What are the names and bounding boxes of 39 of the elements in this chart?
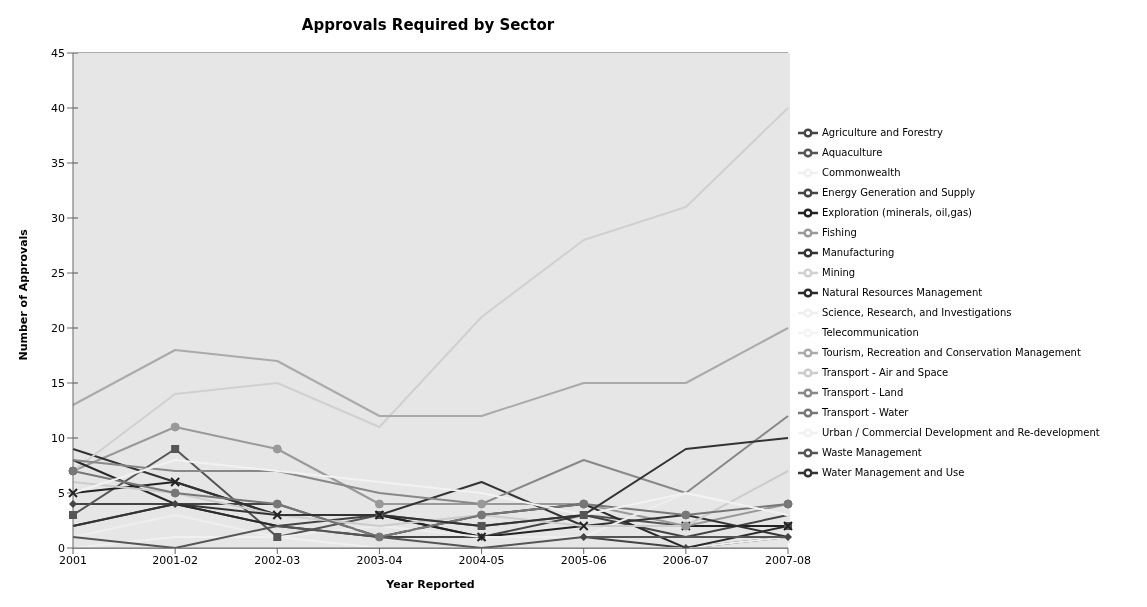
x-tick-label: 2001-02 [152,553,199,567]
y-tick-label: 40 [51,101,65,115]
x-axis-title: Year Reported [385,578,475,591]
legend-label: Water Management and Use [822,467,965,478]
x-tick-label: 2001 [59,553,87,567]
y-tick-label: 20 [51,321,65,335]
legend-label: Transport - Water [822,407,909,418]
chart-title: Approvals Required by Sector [300,16,556,34]
legend-label: Commonwealth [822,167,901,178]
legend-label: Urban / Commercial Development and Re-development [822,427,1100,438]
x-tick-label: 2007-08 [765,553,811,567]
legend-label: Natural Resources Management [822,287,983,298]
legend-label: Science, Research, and Investigations [822,307,1012,318]
x-tick-label: 2005-06 [560,553,607,567]
legend-label: Agriculture and Forestry [822,127,943,138]
legend-label: Manufacturing [822,247,895,258]
y-tick-label: 0 [58,541,65,555]
y-tick-label: 15 [51,376,65,390]
legend-label: Fishing [822,227,857,238]
x-tick-label: 2006-07 [662,553,709,567]
y-tick-label: 30 [51,211,65,225]
x-tick-label: 2004-05 [458,553,505,567]
legend-label: Tourism, Recreation and Conservation Management [822,347,1081,358]
legend-label: Transport - Air and Space [822,367,949,378]
y-tick-label: 10 [51,431,65,445]
legend-label: Energy Generation and Supply [822,187,976,198]
legend-label: Waste Management [822,447,922,458]
x-tick-label: 2003-04 [356,553,403,567]
x-tick-label: 2002-03 [254,553,301,567]
y-tick-label: 45 [51,46,65,60]
y-tick-label: 25 [51,266,65,280]
legend-label: Mining [822,267,856,278]
y-tick-label: 35 [51,156,65,170]
y-axis-title: Number of Approvals [16,228,30,361]
legend-label: Aquaculture [822,147,883,158]
legend-label: Telecommunication [822,327,919,338]
legend-label: Exploration (minerals, oil,gas) [822,207,972,218]
legend-label: Transport - Land [822,387,904,398]
y-tick-label: 5 [58,486,65,500]
